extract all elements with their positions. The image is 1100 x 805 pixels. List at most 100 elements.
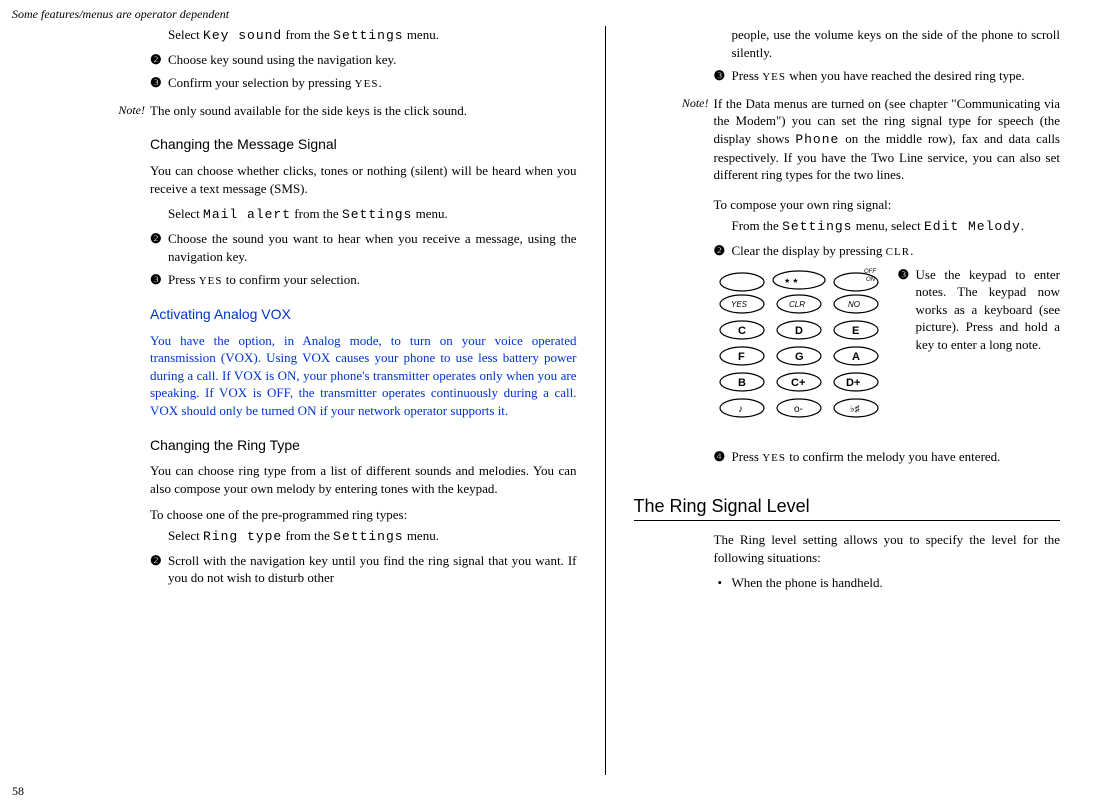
heading-vox: Activating Analog VOX bbox=[150, 305, 577, 324]
cont-text: people, use the volume keys on the side … bbox=[714, 26, 1061, 61]
bullet-2-icon: ❷ bbox=[150, 552, 162, 570]
column-right: people, use the volume keys on the side … bbox=[606, 26, 1081, 775]
msg-step-select: Select Mail alert from the Settings menu… bbox=[150, 205, 577, 224]
note-label: Note! bbox=[95, 102, 145, 118]
right-note-block: Note! If the Data menus are turned on (s… bbox=[714, 95, 1061, 184]
text: . bbox=[1021, 218, 1024, 233]
text: from the bbox=[291, 206, 342, 221]
ring-intro: You can choose ring type from a list of … bbox=[150, 462, 577, 497]
compose-step-4-body: Press YES to confirm the melody you have… bbox=[714, 448, 1061, 466]
text: people, use the volume keys on the side … bbox=[732, 27, 1061, 60]
text: to confirm your selection. bbox=[222, 272, 360, 287]
svg-text:OFF: OFF bbox=[864, 269, 876, 275]
text: Use the keypad to enter notes. The keypa… bbox=[916, 267, 1061, 352]
svg-text:B: B bbox=[738, 377, 746, 389]
step-select-key-sound: Select Key sound from the Settings menu. bbox=[150, 26, 577, 45]
text: Select bbox=[168, 27, 203, 42]
msg-step-2: ❷ Choose the sound you want to hear when… bbox=[150, 230, 577, 265]
keypad-icon: ★ ★ OFF ON YES CLR NO bbox=[714, 266, 884, 431]
svg-text:F: F bbox=[738, 351, 745, 363]
vox-text: You have the option, in Analog mode, to … bbox=[150, 332, 577, 420]
bullet-3-icon: ❸ bbox=[150, 74, 162, 92]
msg-intro: You can choose whether clicks, tones or … bbox=[150, 162, 577, 197]
text: Clear the display by pressing bbox=[732, 243, 886, 258]
menu-phone: Phone bbox=[795, 132, 839, 147]
bullet-2-icon: ❷ bbox=[714, 242, 726, 260]
underline bbox=[634, 520, 1061, 521]
ring-lead: To choose one of the pre-programmed ring… bbox=[150, 506, 577, 524]
page-number: 58 bbox=[12, 783, 24, 799]
column-left: Select Key sound from the Settings menu.… bbox=[50, 26, 606, 775]
svg-text:C: C bbox=[738, 325, 746, 337]
compose-step-3-text: ❸ Use the keypad to enter notes. The key… bbox=[884, 266, 1061, 360]
step-3: ❸ Confirm your selection by pressing YES… bbox=[150, 74, 577, 92]
msg-step-3: ❸ Press YES to confirm your selection. bbox=[150, 271, 577, 289]
key-yes: YES bbox=[199, 275, 223, 287]
compose-step-1: From the Settings menu, select Edit Melo… bbox=[714, 217, 1061, 236]
text: Press bbox=[732, 68, 763, 83]
svg-text:D+: D+ bbox=[846, 377, 860, 389]
svg-text:D: D bbox=[795, 325, 803, 337]
keypad-figure: ★ ★ OFF ON YES CLR NO bbox=[714, 266, 1061, 431]
svg-text:NO: NO bbox=[848, 300, 860, 309]
text: . bbox=[378, 75, 381, 90]
key-clr: CLR bbox=[886, 246, 910, 258]
text: Press bbox=[168, 272, 199, 287]
menu-key-sound: Key sound bbox=[203, 28, 282, 43]
key-yes: YES bbox=[762, 71, 786, 83]
text: menu. bbox=[404, 27, 439, 42]
text: Choose the sound you want to hear when y… bbox=[168, 231, 577, 264]
key-yes: YES bbox=[762, 452, 786, 464]
svg-text:♭♯: ♭♯ bbox=[850, 404, 860, 415]
bullet-2-icon: ❷ bbox=[150, 51, 162, 69]
menu-ring-type: Ring type bbox=[203, 529, 282, 544]
level-bullets: When the phone is handheld. bbox=[714, 574, 1061, 592]
compose-lead: To compose your own ring signal: bbox=[714, 196, 1061, 214]
menu-settings: Settings bbox=[333, 28, 403, 43]
text: from the bbox=[282, 528, 333, 543]
text: Select bbox=[168, 528, 203, 543]
page-content: Select Key sound from the Settings menu.… bbox=[0, 26, 1100, 775]
text: when you have reached the desired ring t… bbox=[786, 68, 1025, 83]
menu-settings: Settings bbox=[342, 207, 412, 222]
text: menu. bbox=[412, 206, 447, 221]
svg-text:★ ★: ★ ★ bbox=[784, 277, 799, 285]
text: to confirm the melody you have entered. bbox=[786, 449, 1000, 464]
level-intro: The Ring level setting allows you to spe… bbox=[714, 531, 1061, 566]
right-step-3: ❸ Press YES when you have reached the de… bbox=[714, 67, 1061, 85]
note-label: Note! bbox=[659, 95, 709, 111]
menu-edit-melody: Edit Melody bbox=[924, 219, 1021, 234]
svg-text:C+: C+ bbox=[791, 377, 805, 389]
svg-text:YES: YES bbox=[731, 300, 748, 309]
menu-settings: Settings bbox=[333, 529, 403, 544]
text: menu. bbox=[404, 528, 439, 543]
text: from the bbox=[282, 27, 333, 42]
text: From the bbox=[732, 218, 783, 233]
svg-text:o-: o- bbox=[794, 404, 803, 415]
key-yes: YES bbox=[355, 78, 379, 90]
note-block: Note! The only sound available for the s… bbox=[150, 102, 577, 120]
vox-block: You have the option, in Analog mode, to … bbox=[150, 332, 577, 420]
heading-ring-level: The Ring Signal Level bbox=[634, 494, 1061, 518]
step-2: ❷ Choose key sound using the navigation … bbox=[150, 51, 577, 69]
svg-text:CLR: CLR bbox=[789, 300, 805, 309]
text: Press bbox=[732, 449, 763, 464]
step-2-text: Choose key sound using the navigation ke… bbox=[168, 52, 396, 67]
menu-settings: Settings bbox=[782, 219, 852, 234]
text: Scroll with the navigation key until you… bbox=[168, 553, 577, 586]
text: menu, select bbox=[852, 218, 923, 233]
list-item: When the phone is handheld. bbox=[714, 574, 1061, 592]
bullet-3-icon: ❸ bbox=[898, 266, 910, 284]
header-note: Some features/menus are operator depende… bbox=[12, 6, 229, 22]
ring-step-2: ❷ Scroll with the navigation key until y… bbox=[150, 552, 577, 587]
bullet-3-icon: ❸ bbox=[150, 271, 162, 289]
heading-message-signal: Changing the Message Signal bbox=[150, 135, 577, 154]
svg-text:♪: ♪ bbox=[738, 404, 743, 415]
text: . bbox=[910, 243, 913, 258]
bullet-3-icon: ❸ bbox=[714, 67, 726, 85]
compose-step-2: ❷ Clear the display by pressing CLR. bbox=[714, 242, 1061, 260]
svg-text:A: A bbox=[852, 351, 860, 363]
svg-text:G: G bbox=[795, 351, 804, 363]
svg-text:ON: ON bbox=[866, 277, 876, 283]
right-note-text: If the Data menus are turned on (see cha… bbox=[714, 95, 1061, 184]
